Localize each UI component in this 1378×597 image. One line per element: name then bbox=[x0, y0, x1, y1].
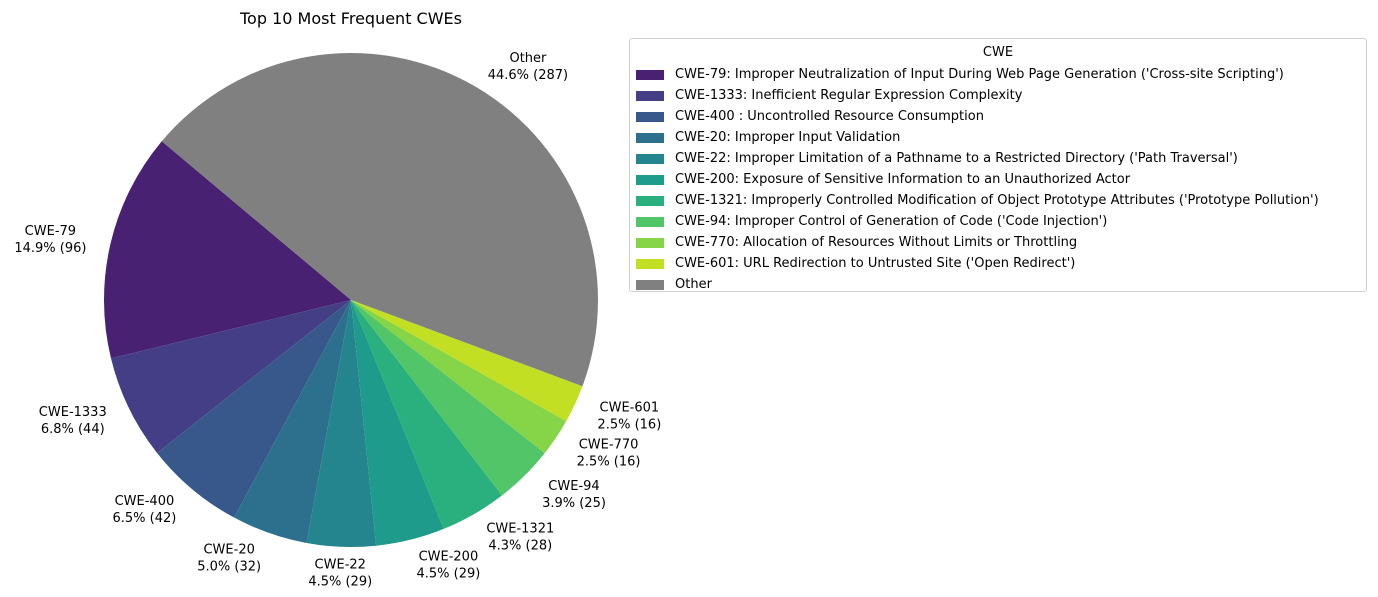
slice-label-cwe-20: CWE-20 5.0% (32) bbox=[197, 542, 261, 574]
legend-entry: CWE-400 : Uncontrolled Resource Consumpt… bbox=[636, 106, 1366, 127]
legend: CWE CWE-79: Improper Neutralization of I… bbox=[629, 38, 1367, 292]
slice-label-cwe-400: CWE-400 6.5% (42) bbox=[112, 494, 176, 526]
chart-title: Top 10 Most Frequent CWEs bbox=[239, 9, 462, 28]
pie-slice-other bbox=[161, 52, 599, 387]
legend-swatch bbox=[636, 174, 664, 185]
legend-entry: CWE-1321: Improperly Controlled Modifica… bbox=[636, 190, 1366, 211]
legend-entry: CWE-94: Improper Control of Generation o… bbox=[636, 211, 1366, 232]
legend-label: CWE-20: Improper Input Validation bbox=[675, 130, 901, 145]
legend-swatch bbox=[636, 111, 664, 122]
legend-label: CWE-400 : Uncontrolled Resource Consumpt… bbox=[675, 109, 984, 124]
legend-entry: CWE-20: Improper Input Validation bbox=[636, 127, 1366, 148]
legend-label: CWE-22: Improper Limitation of a Pathnam… bbox=[675, 151, 1238, 166]
legend-title: CWE bbox=[982, 45, 1014, 60]
legend-swatch bbox=[636, 132, 664, 143]
legend-swatch bbox=[636, 216, 664, 227]
legend-swatch bbox=[636, 258, 664, 269]
legend-swatch bbox=[636, 279, 664, 290]
legend-swatch bbox=[636, 69, 664, 80]
legend-label: CWE-200: Exposure of Sensitive Informati… bbox=[675, 172, 1131, 187]
legend-label: Other bbox=[675, 277, 712, 292]
legend-entry: CWE-200: Exposure of Sensitive Informati… bbox=[636, 169, 1366, 190]
legend-swatch bbox=[636, 237, 664, 248]
slice-label-cwe-1333: CWE-1333 6.8% (44) bbox=[39, 405, 107, 437]
slice-label-cwe-1321: CWE-1321 4.3% (28) bbox=[486, 522, 554, 554]
legend-swatch bbox=[636, 90, 664, 101]
legend-entry: CWE-770: Allocation of Resources Without… bbox=[636, 232, 1366, 253]
legend-label: CWE-94: Improper Control of Generation o… bbox=[675, 214, 1108, 229]
legend-entry: CWE-601: URL Redirection to Untrusted Si… bbox=[636, 253, 1366, 274]
pie-labels: CWE-79 14.9% (96) CWE-1333 6.8% (44) CWE-400… bbox=[14, 51, 661, 589]
slice-label-cwe-22: CWE-22 4.5% (29) bbox=[308, 557, 372, 589]
pie-slice-cwe-1321 bbox=[351, 300, 503, 529]
legend-label: CWE-601: URL Redirection to Untrusted Si… bbox=[675, 256, 1076, 271]
slice-label-cwe-601: CWE-601 2.5% (16) bbox=[597, 400, 661, 432]
pie-slice-cwe-770 bbox=[351, 300, 567, 454]
pie-slices bbox=[104, 52, 599, 547]
pie-slice-cwe-20 bbox=[234, 300, 351, 543]
legend-entry: Other bbox=[636, 274, 1366, 295]
slice-label-other: Other 44.6% (287) bbox=[488, 51, 568, 83]
legend-label: CWE-1321: Improperly Controlled Modifica… bbox=[675, 193, 1319, 208]
legend-entry: CWE-22: Improper Limitation of a Pathnam… bbox=[636, 148, 1366, 169]
slice-label-cwe-770: CWE-770 2.5% (16) bbox=[577, 437, 641, 469]
legend-entry: CWE-79: Improper Neutralization of Input… bbox=[636, 64, 1366, 85]
pie-slice-cwe-94 bbox=[351, 300, 545, 496]
legend-swatch bbox=[636, 153, 664, 164]
pie-slice-cwe-1333 bbox=[110, 300, 351, 453]
pie-slice-cwe-400 bbox=[157, 300, 351, 518]
pie-slice-cwe-601 bbox=[351, 300, 583, 422]
slice-label-cwe-200: CWE-200 4.5% (29) bbox=[416, 550, 480, 582]
legend-swatch bbox=[636, 195, 664, 206]
slice-label-cwe-79: CWE-79 14.9% (96) bbox=[14, 224, 86, 256]
slice-label-cwe-94: CWE-94 3.9% (25) bbox=[542, 479, 606, 511]
legend-label: CWE-770: Allocation of Resources Without… bbox=[675, 235, 1078, 250]
legend-entry: CWE-1333: Inefficient Regular Expression… bbox=[636, 85, 1366, 106]
pie-slice-cwe-79 bbox=[104, 141, 351, 359]
legend-label: CWE-1333: Inefficient Regular Expression… bbox=[675, 88, 1023, 103]
pie-slice-cwe-200 bbox=[351, 300, 444, 546]
legend-label: CWE-79: Improper Neutralization of Input… bbox=[675, 67, 1284, 82]
legend-entries: CWE-79: Improper Neutralization of Input… bbox=[630, 64, 1366, 295]
pie-slice-cwe-22 bbox=[306, 300, 377, 547]
